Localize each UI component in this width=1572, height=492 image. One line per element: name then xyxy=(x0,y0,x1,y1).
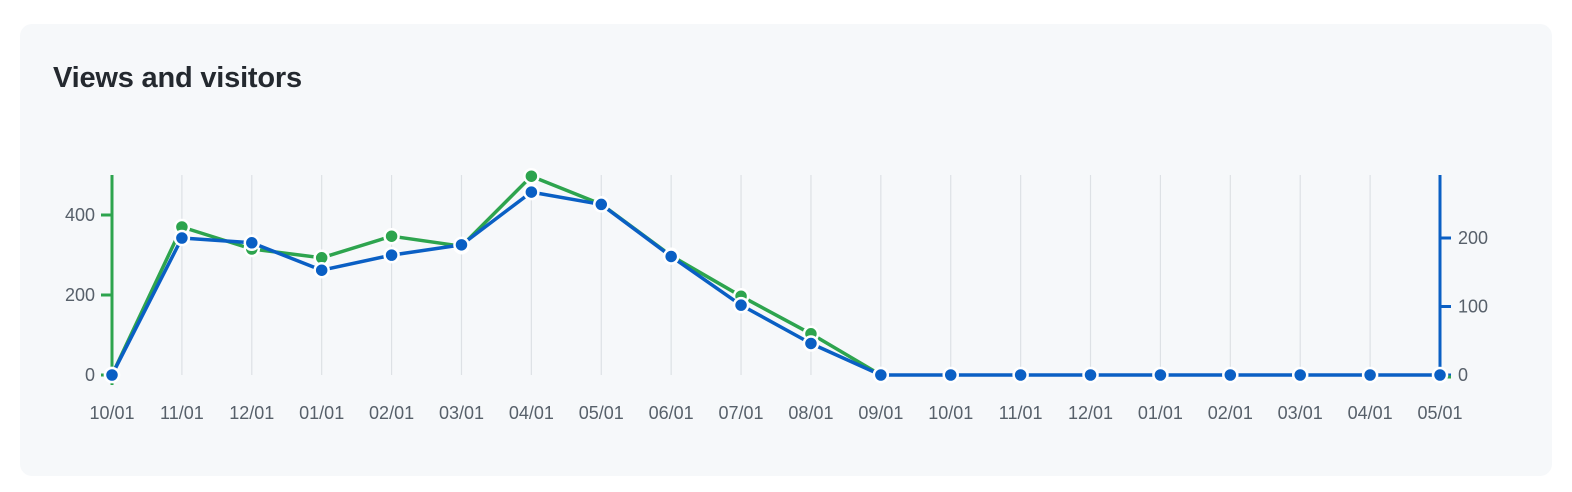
data-point[interactable] xyxy=(662,248,680,265)
x-tick-label: 09/01 xyxy=(858,403,903,423)
y-left-tick-label: 200 xyxy=(65,285,95,305)
views-series xyxy=(103,167,890,384)
x-tick-label: 01/01 xyxy=(299,403,344,423)
data-point[interactable] xyxy=(453,236,470,254)
x-tick-label: 12/01 xyxy=(1068,403,1113,423)
x-tick-label: 03/01 xyxy=(439,403,484,423)
x-tick-label: 10/01 xyxy=(928,403,973,423)
data-point[interactable] xyxy=(243,234,261,252)
data-point[interactable] xyxy=(593,196,610,213)
x-tick-label: 12/01 xyxy=(229,403,274,423)
views-visitors-card: Views and visitors xyxy=(20,24,1552,476)
x-tick-label: 05/01 xyxy=(579,403,624,423)
y-right-tick-label: 200 xyxy=(1458,228,1488,248)
data-point[interactable] xyxy=(1082,366,1099,384)
y-left-tick-label: 400 xyxy=(65,205,95,225)
x-tick-label: 03/01 xyxy=(1278,403,1323,423)
data-point[interactable] xyxy=(1361,366,1379,384)
data-point[interactable] xyxy=(313,261,330,279)
x-tick-label: 10/01 xyxy=(89,403,134,423)
data-point[interactable] xyxy=(383,246,400,264)
data-point[interactable] xyxy=(523,167,540,185)
x-tick-label: 02/01 xyxy=(1208,403,1253,423)
x-tick-label: 02/01 xyxy=(369,403,414,423)
data-point[interactable] xyxy=(1012,366,1029,384)
grid-lines xyxy=(181,175,1371,375)
y-right-tick-label: 0 xyxy=(1458,365,1468,385)
series xyxy=(103,167,1449,384)
data-point[interactable] xyxy=(872,366,890,384)
x-tick-label: 11/01 xyxy=(999,403,1043,423)
data-point[interactable] xyxy=(173,229,191,247)
x-tick-label: 07/01 xyxy=(719,403,764,423)
series-line xyxy=(110,190,1442,377)
x-tick-label: 04/01 xyxy=(1348,403,1393,423)
data-point[interactable] xyxy=(1152,366,1169,384)
y-right-tick-label: 100 xyxy=(1458,297,1488,317)
x-tick-label: 06/01 xyxy=(649,403,694,423)
series-line xyxy=(110,174,883,377)
data-point[interactable] xyxy=(802,335,820,352)
data-point[interactable] xyxy=(103,366,121,384)
data-point[interactable] xyxy=(1222,366,1239,384)
data-point[interactable] xyxy=(523,183,540,201)
x-tick-label: 04/01 xyxy=(509,403,554,423)
data-point[interactable] xyxy=(383,227,400,245)
x-tick-label: 05/01 xyxy=(1417,403,1462,423)
x-tick-label: 11/01 xyxy=(160,403,204,423)
axes: 0 200 400 0 100 200 xyxy=(65,175,1488,385)
y-left-tick-label: 0 xyxy=(85,365,95,385)
x-tick-label: 08/01 xyxy=(788,403,833,423)
card-title: Views and visitors xyxy=(53,62,302,94)
visitors-series xyxy=(103,183,1449,384)
x-axis-ticks: 10/01 11/01 12/01 01/01 02/01 03/01 04/01 05/01… xyxy=(89,403,1462,423)
data-point[interactable] xyxy=(732,296,750,314)
data-point[interactable] xyxy=(1291,366,1309,384)
data-point[interactable] xyxy=(1431,366,1449,384)
data-point[interactable] xyxy=(942,366,959,384)
x-tick-label: 01/01 xyxy=(1138,403,1183,423)
